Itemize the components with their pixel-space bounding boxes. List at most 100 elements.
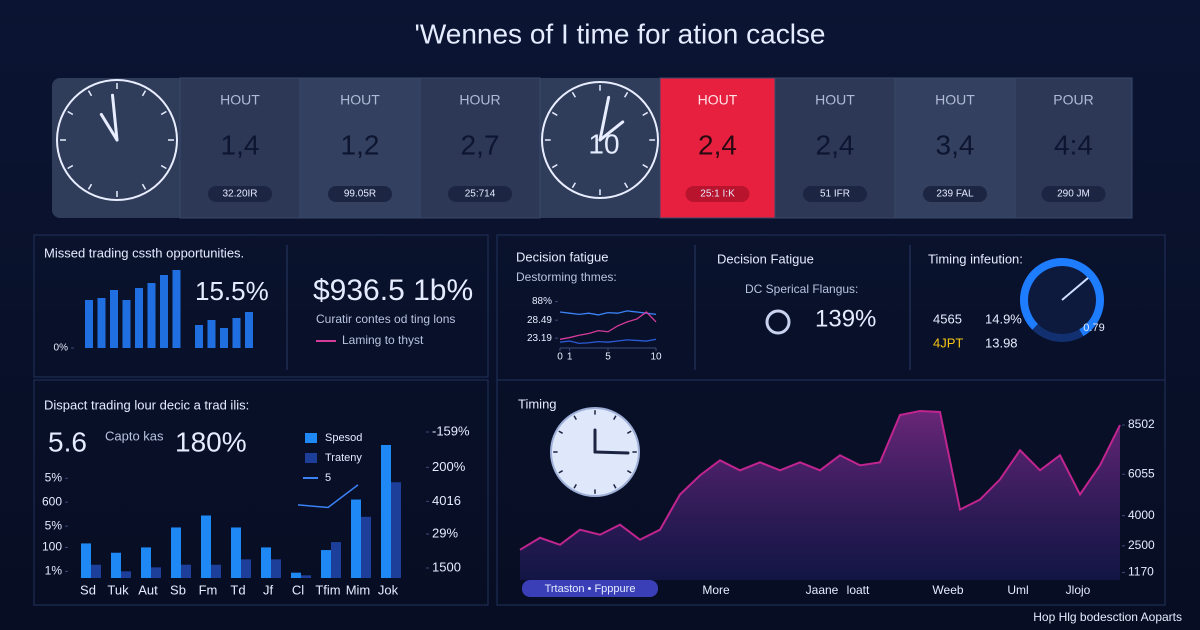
bar <box>147 283 156 348</box>
line <box>559 311 657 340</box>
clock-tick <box>87 90 93 97</box>
cell-sub: 290 JM <box>1057 189 1090 200</box>
clock-tick <box>558 430 563 434</box>
clock-tick <box>551 164 558 169</box>
y-tick-label: 100 <box>42 540 62 554</box>
cell-label: HOUT <box>698 92 738 108</box>
x-tick-label: Tfim <box>315 582 340 597</box>
y-tick-label: 600 <box>42 494 62 508</box>
cell-value: 2,7 <box>461 129 500 160</box>
footer: Hop Hlg bodesction Aoparts <box>1033 610 1182 624</box>
cell-value: 2,4 <box>816 129 855 160</box>
clock-hand <box>99 112 119 142</box>
bar <box>391 482 401 578</box>
y-tick-label: 0% <box>54 343 69 354</box>
bar <box>331 542 341 578</box>
bar <box>381 445 391 578</box>
stat: 13.98 <box>985 335 1018 350</box>
x-tick-label: 0 <box>557 352 563 363</box>
icon <box>765 309 791 335</box>
legend-label: Laming to thyst <box>342 333 424 347</box>
clock-tick <box>624 182 629 189</box>
x-tick-label: Fm <box>199 582 218 597</box>
panel-title: Timing <box>518 396 557 411</box>
bar <box>111 552 121 578</box>
bar <box>241 559 251 578</box>
x-tick-label: Jok <box>378 582 399 597</box>
cell-value: 1,2 <box>341 129 380 160</box>
x-tick-label: Uml <box>1007 583 1028 597</box>
bar <box>361 516 371 578</box>
y-tick-label: 4016 <box>432 493 461 508</box>
bar <box>151 567 161 578</box>
bar <box>201 515 211 578</box>
bar <box>220 328 228 348</box>
panel-title: Timing infeution: <box>928 251 1023 266</box>
stat: 4565 <box>933 311 962 326</box>
cell-label: POUR <box>1053 92 1093 108</box>
clock-tick <box>551 111 558 116</box>
y-tick-label: 5% <box>45 470 63 484</box>
area <box>520 411 1120 580</box>
legend-swatch <box>305 453 317 463</box>
page-title: 'Wennes of I time for ation caclse <box>414 18 825 49</box>
cell-pill <box>328 186 392 202</box>
clock-tick <box>613 415 617 420</box>
cell-sub: 25:1 I:K <box>700 189 735 200</box>
cell-sub: 51 IFR <box>820 189 850 200</box>
x-tick-label: Sb <box>170 582 186 597</box>
legend-label: Spesod <box>325 432 362 444</box>
area-line <box>519 410 1121 551</box>
x-tick-label: Td <box>230 582 245 597</box>
clock-tick <box>558 470 563 474</box>
bar <box>97 298 106 348</box>
clock-tick <box>642 111 649 116</box>
bar <box>141 547 151 578</box>
cell-sub: 99.05R <box>344 189 376 200</box>
subtitle: Destorming thmes: <box>516 270 617 284</box>
cell-sub: 239 FAL <box>936 189 974 200</box>
clock-hand <box>598 95 611 142</box>
clock-tick <box>627 430 632 434</box>
cell-label: HOUT <box>220 92 260 108</box>
clock-hand <box>598 120 625 142</box>
x-tick-label: loatt <box>847 583 870 597</box>
bar <box>110 290 118 348</box>
panel-title: Decision Fatigue <box>717 251 814 266</box>
clock-tick <box>160 110 167 116</box>
cell-pill <box>1041 186 1106 202</box>
cell-sub: 32.20IR <box>222 189 257 200</box>
clock-tick <box>87 183 93 190</box>
y-tick-label: 6055 <box>1128 466 1155 480</box>
button-label[interactable]: Trtaston • Fpppure <box>545 583 636 595</box>
clock-tick <box>571 182 576 189</box>
y-tick-label: 29% <box>432 525 458 540</box>
x-tick-label: Weeb <box>932 583 963 597</box>
panel <box>33 379 489 606</box>
bar <box>261 547 271 578</box>
bar <box>321 550 331 578</box>
clock-tick <box>573 415 577 420</box>
clock-tick <box>624 91 629 98</box>
cell-label: HOUT <box>935 92 975 108</box>
bar <box>81 543 91 578</box>
button[interactable] <box>522 580 658 597</box>
panel-title: Decision fatigue <box>516 249 609 264</box>
y-tick-label: 5% <box>45 518 63 532</box>
clock-tick <box>141 90 147 97</box>
bar <box>122 300 131 348</box>
cell-sub: 25:714 <box>465 189 496 200</box>
y-tick-label: 8502 <box>1128 417 1155 431</box>
clock-hand <box>593 450 630 455</box>
y-tick-label: 23.19 <box>527 333 552 344</box>
bar <box>195 325 203 348</box>
legend-swatch <box>305 433 317 443</box>
clock-face <box>541 81 659 199</box>
y-tick-label: 28.49 <box>527 315 552 326</box>
bar <box>171 527 181 578</box>
y-tick-label: 1500 <box>432 559 461 574</box>
x-tick-label: Jlojo <box>1066 583 1091 597</box>
bar <box>135 288 143 348</box>
bar <box>172 270 181 348</box>
